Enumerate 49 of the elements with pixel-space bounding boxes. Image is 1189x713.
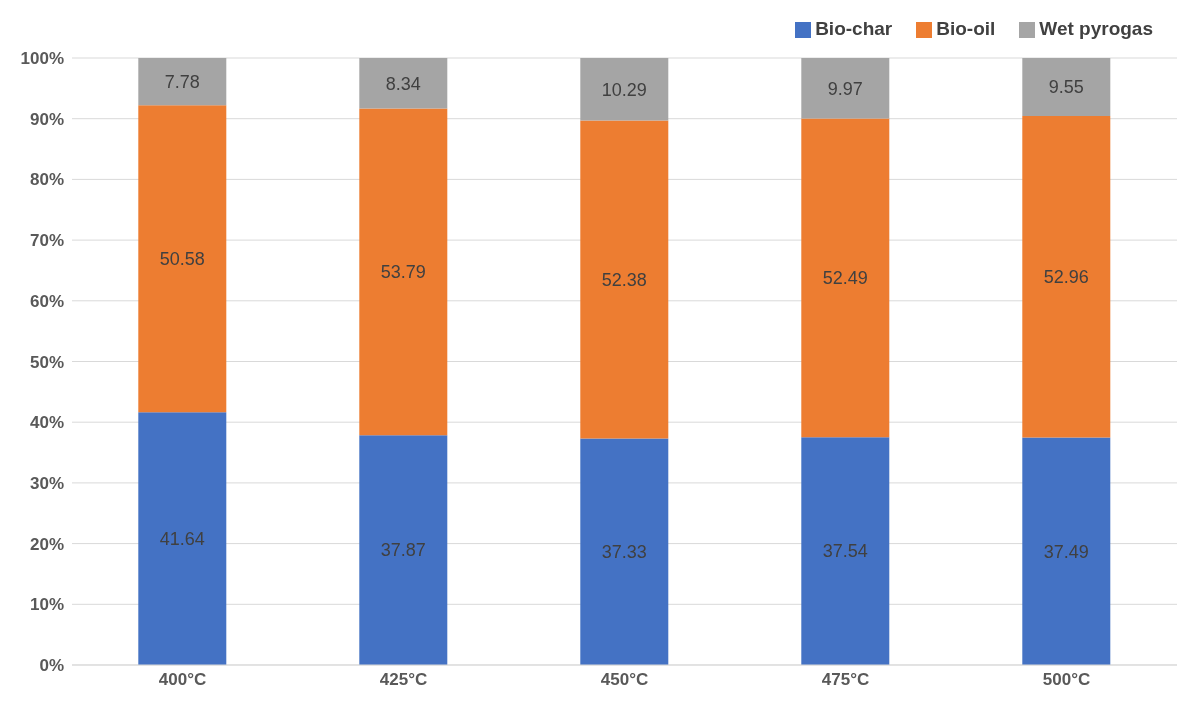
data-label: 37.54 (822, 541, 868, 562)
legend-label: Bio-oil (936, 18, 996, 39)
bar (359, 435, 448, 665)
data-label: 52.38 (601, 269, 647, 290)
x-tick-label: 500°C (1042, 670, 1091, 690)
data-label: 10.29 (601, 79, 647, 100)
y-tick-label: 20% (29, 534, 64, 554)
x-tick-label: 400°C (158, 670, 207, 690)
data-label: 37.33 (601, 542, 647, 563)
data-label: 50.58 (159, 249, 205, 270)
data-label: 9.97 (827, 78, 863, 99)
bar (359, 108, 448, 436)
bar (580, 58, 669, 121)
y-tick-label: 0% (39, 656, 64, 676)
bar (580, 120, 669, 439)
y-tick-label: 60% (29, 291, 64, 311)
bar (359, 58, 448, 109)
x-tick-label: 450°C (600, 670, 649, 690)
bar (1022, 437, 1111, 665)
data-label: 37.87 (380, 540, 426, 561)
bar (138, 58, 227, 106)
x-tick-label: 425°C (379, 670, 428, 690)
bar (801, 118, 890, 438)
y-tick-label: 50% (29, 352, 64, 372)
bar (1022, 115, 1111, 438)
y-tick-label: 30% (29, 473, 64, 493)
legend-label: Wet pyrogas (1039, 18, 1153, 39)
y-tick-label: 80% (29, 170, 64, 190)
data-label: 53.79 (380, 262, 426, 283)
bar (801, 58, 890, 119)
y-tick-label: 10% (29, 595, 64, 615)
data-label: 37.49 (1043, 541, 1089, 562)
data-label: 8.34 (385, 73, 421, 94)
data-label: 52.49 (822, 268, 868, 289)
bar (138, 412, 227, 665)
data-label: 7.78 (164, 72, 200, 92)
y-tick-label: 90% (29, 109, 64, 129)
bar (801, 437, 890, 665)
y-tick-label: 40% (29, 413, 64, 433)
bar (1022, 58, 1111, 116)
legend-label: Bio-char (815, 18, 893, 39)
bar (138, 105, 227, 413)
x-tick-label: 475°C (821, 670, 870, 690)
y-tick-label: 100% (20, 49, 64, 69)
bar (580, 438, 669, 665)
y-tick-label: 70% (29, 231, 64, 251)
data-label: 41.64 (159, 529, 205, 550)
data-label: 52.96 (1043, 267, 1089, 288)
data-label: 9.55 (1048, 77, 1084, 98)
